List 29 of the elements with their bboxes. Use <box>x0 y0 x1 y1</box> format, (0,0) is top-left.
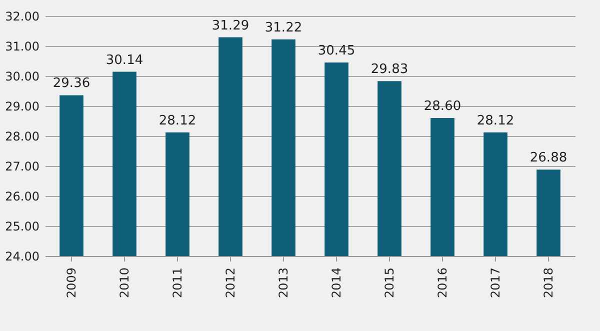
data-label: 30.45 <box>318 44 356 58</box>
data-label: 30.14 <box>106 52 144 68</box>
y-tick-label: 25.00 <box>5 220 40 234</box>
data-label: 29.36 <box>52 76 90 92</box>
y-tick-label: 32.00 <box>5 10 40 24</box>
data-label: 28.60 <box>424 99 462 114</box>
x-tick-label: 2016 <box>436 268 450 298</box>
data-label: 28.12 <box>158 113 196 128</box>
y-tick-label: 28.00 <box>5 130 40 144</box>
y-tick-label: 29.00 <box>5 100 40 114</box>
x-tick-label: 2011 <box>170 268 184 298</box>
x-tick-label: 2009 <box>64 268 78 298</box>
y-tick-label: 26.00 <box>5 190 40 204</box>
x-tick-label: 2015 <box>382 268 396 298</box>
x-tick-label: 2014 <box>330 268 344 298</box>
x-tick-label: 2013 <box>276 268 290 298</box>
x-tick-label: 2012 <box>224 268 238 298</box>
x-tick-label: 2010 <box>118 268 132 298</box>
data-label: 26.88 <box>530 150 568 166</box>
data-label: 28.12 <box>476 113 514 128</box>
y-tick-label: 31.00 <box>5 40 40 54</box>
y-tick-label: 24.00 <box>5 250 40 264</box>
data-label: 31.29 <box>212 18 250 34</box>
y-tick-label: 30.00 <box>5 70 40 84</box>
data-label: 31.22 <box>264 20 302 36</box>
x-tick-label: 2018 <box>542 268 556 298</box>
y-tick-label: 27.00 <box>5 160 40 174</box>
x-tick-label: 2017 <box>488 268 502 298</box>
data-label: 29.83 <box>370 62 408 78</box>
